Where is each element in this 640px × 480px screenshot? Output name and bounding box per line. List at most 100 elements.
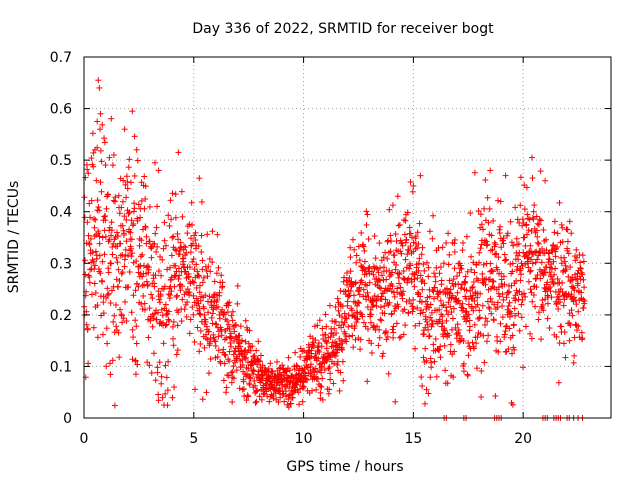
data-point [253, 388, 260, 395]
data-point [489, 268, 496, 275]
data-point [126, 268, 133, 275]
data-point [184, 230, 191, 237]
chart-title: Day 336 of 2022, SRMTID for receiver bog… [192, 21, 494, 37]
data-point [500, 240, 507, 247]
data-point [93, 177, 100, 184]
data-point [84, 219, 91, 226]
data-point [90, 324, 97, 331]
data-point [351, 246, 358, 253]
data-point [315, 355, 322, 362]
data-point [347, 244, 354, 251]
data-point [215, 303, 222, 310]
data-point [130, 292, 137, 299]
data-point [206, 255, 213, 262]
data-point [508, 350, 515, 357]
data-point [212, 342, 219, 349]
data-point [509, 268, 516, 275]
data-point [415, 260, 422, 267]
data-point [132, 317, 139, 324]
data-point [437, 354, 444, 361]
data-point [443, 307, 450, 314]
data-point [245, 365, 252, 372]
data-point [529, 298, 536, 305]
data-point [374, 323, 381, 330]
data-point [186, 330, 193, 337]
data-point [364, 326, 371, 333]
data-point [367, 319, 374, 326]
data-point [285, 404, 292, 411]
data-point [144, 359, 151, 366]
data-point [428, 309, 435, 316]
data-point [255, 338, 262, 345]
data-point [333, 330, 340, 337]
data-point [225, 321, 232, 328]
data-point [475, 277, 482, 284]
data-point [523, 221, 530, 228]
data-point [214, 231, 221, 238]
data-point [458, 285, 465, 292]
data-point [105, 269, 112, 276]
data-point [254, 361, 261, 368]
data-point [537, 249, 544, 256]
data-point [167, 197, 174, 204]
data-point [550, 258, 557, 265]
data-point [432, 335, 439, 342]
data-point [399, 295, 406, 302]
data-point [497, 198, 504, 205]
data-point [142, 195, 149, 202]
data-point [536, 309, 543, 316]
data-point [458, 265, 465, 272]
data-point [335, 307, 342, 314]
data-point [153, 248, 160, 255]
data-point [170, 233, 177, 240]
data-point [138, 179, 145, 186]
data-point [470, 307, 477, 314]
data-point [381, 303, 388, 310]
data-point [108, 260, 115, 267]
data-point [151, 283, 158, 290]
data-point [394, 285, 401, 292]
data-point [133, 146, 140, 153]
data-point [124, 178, 131, 185]
data-point [401, 306, 408, 313]
data-point [492, 393, 499, 400]
data-point [406, 224, 413, 231]
data-point [321, 351, 328, 358]
data-point [360, 319, 367, 326]
data-point [293, 362, 300, 369]
data-point [414, 275, 421, 282]
data-point [228, 312, 235, 319]
data-point [218, 326, 225, 333]
data-point [420, 261, 427, 268]
data-point [126, 209, 133, 216]
data-point [384, 255, 391, 262]
data-point [108, 115, 115, 122]
data-point [516, 327, 523, 334]
data-point [550, 279, 557, 286]
data-point [573, 254, 580, 261]
data-point [512, 312, 519, 319]
data-point [408, 234, 415, 241]
data-point [425, 326, 432, 333]
data-point [517, 202, 524, 209]
data-point [537, 275, 544, 282]
data-point [562, 262, 569, 269]
data-point [252, 382, 259, 389]
data-point [389, 326, 396, 333]
data-point [451, 248, 458, 255]
data-point [482, 315, 489, 322]
data-point [322, 311, 329, 318]
x-axis-label: GPS time / hours [286, 459, 403, 475]
data-point [258, 396, 265, 403]
data-point [364, 289, 371, 296]
data-point [414, 304, 421, 311]
data-point [86, 274, 93, 281]
data-point [462, 273, 469, 280]
data-point [449, 292, 456, 299]
data-point [425, 390, 432, 397]
data-point [101, 135, 108, 142]
data-point [323, 338, 330, 345]
data-point [407, 230, 414, 237]
data-point [127, 179, 134, 186]
data-point [395, 222, 402, 229]
